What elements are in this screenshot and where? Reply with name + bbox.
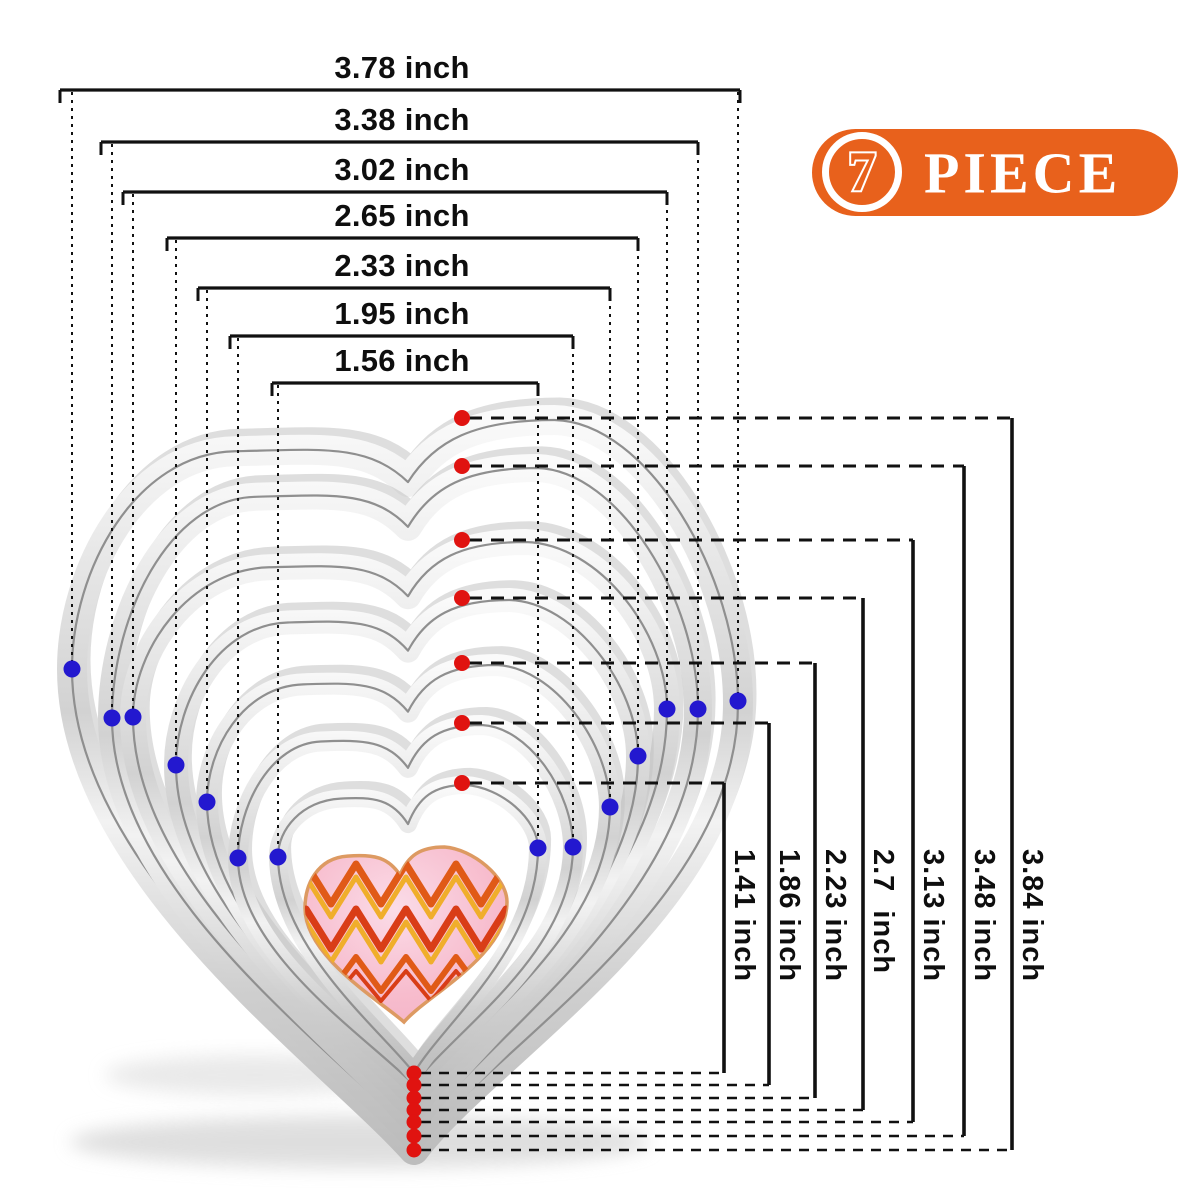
heart-cookie: [303, 845, 509, 1025]
red-cleft-dot: [454, 775, 470, 791]
height-dimension-label-2: 1.86 inch: [773, 849, 805, 983]
blue-width-dot: [229, 849, 247, 867]
projection-lines: [71, 92, 1012, 1152]
red-cleft-dot: [454, 655, 470, 671]
width-dimension-label-4: 2.65 inch: [334, 198, 470, 233]
height-dimension-label-3: 2.23 inch: [819, 849, 851, 983]
blue-width-dot: [269, 848, 287, 866]
width-dimension-label-1: 3.78 inch: [334, 50, 470, 85]
blue-width-dot: [629, 747, 647, 765]
blue-width-dot: [601, 798, 619, 816]
piece-count-number: 7: [846, 141, 878, 203]
width-dimension-label-7: 1.56 inch: [334, 343, 470, 378]
blue-width-dot: [529, 839, 547, 857]
width-dimension-label-3: 3.02 inch: [334, 152, 470, 187]
red-tip-dot: [406, 1090, 422, 1106]
marker-dots: [63, 410, 747, 1158]
height-dimension-label-1: 1.41 inch: [728, 849, 760, 983]
red-cleft-dot: [454, 458, 470, 474]
dimension-lines: [58, 88, 1014, 1150]
red-cleft-dot: [454, 715, 470, 731]
red-cleft-dot: [454, 590, 470, 606]
piece-count-badge: 7 PIECE: [812, 129, 1178, 216]
red-tip-dot: [406, 1142, 422, 1158]
piece-count-circle: 7: [822, 132, 902, 212]
width-dimension-label-5: 2.33 inch: [334, 248, 470, 283]
blue-width-dot: [103, 709, 121, 727]
height-dimension-label-7: 3.84 inch: [1016, 849, 1048, 983]
piece-label: PIECE: [924, 140, 1122, 205]
red-cleft-dot: [454, 410, 470, 426]
height-dimension-label-5: 3.13 inch: [917, 849, 949, 983]
red-cleft-dot: [454, 532, 470, 548]
red-tip-dot: [406, 1102, 422, 1118]
blue-width-dot: [63, 660, 81, 678]
blue-width-dot: [167, 756, 185, 774]
blue-width-dot: [564, 838, 582, 856]
width-dimension-label-6: 1.95 inch: [334, 296, 470, 331]
cutter-hearts: [57, 397, 757, 1165]
blue-width-dot: [198, 793, 216, 811]
blue-width-dot: [689, 700, 707, 718]
height-dimension-label-6: 3.48 inch: [968, 849, 1000, 983]
red-tip-dot: [406, 1065, 422, 1081]
blue-width-dot: [729, 692, 747, 710]
width-dimension-label-2: 3.38 inch: [334, 102, 470, 137]
blue-width-dot: [658, 700, 676, 718]
height-dimension-label-4: 2.7 inch: [867, 849, 899, 975]
blue-width-dot: [124, 708, 142, 726]
red-tip-dot: [406, 1114, 422, 1130]
red-tip-dot: [406, 1077, 422, 1093]
red-tip-dot: [406, 1128, 422, 1144]
